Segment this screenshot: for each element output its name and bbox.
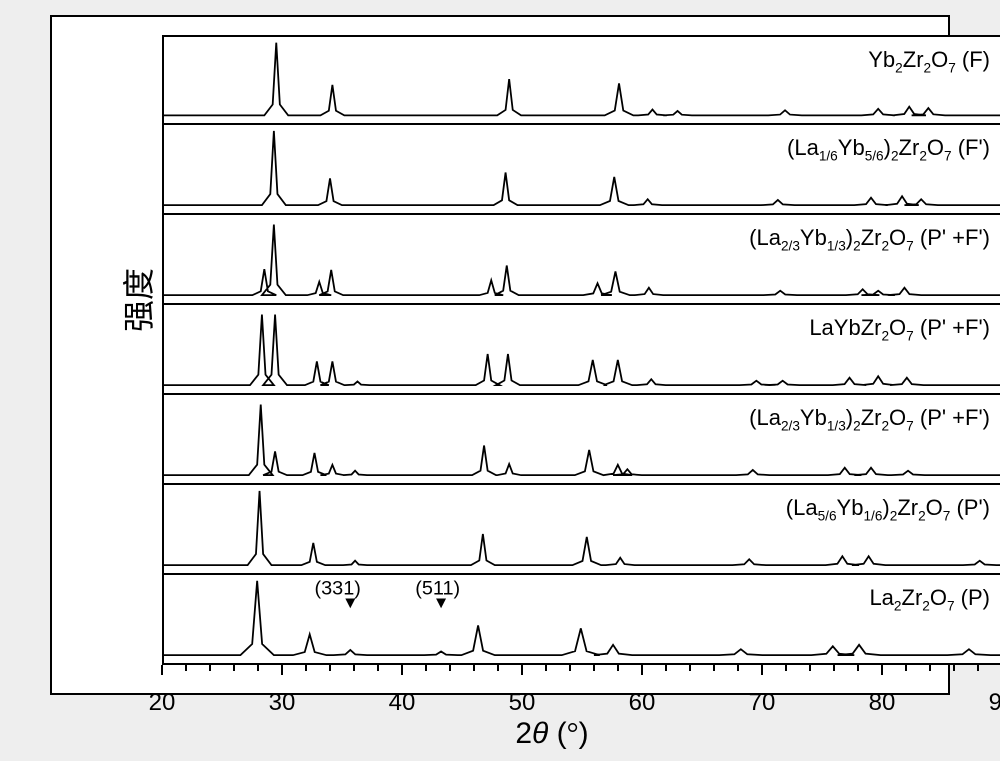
xtick-label: 90 xyxy=(989,689,1000,717)
xtick-mark-minor xyxy=(953,665,955,671)
xrd-panel-stack: Yb2Zr2O7 (F) (La1/6Yb5/6)2Zr2O7 (F') (La2/… xyxy=(162,35,1000,665)
panel-label: (La2/3Yb1/3)2Zr2O7 (P' +F') xyxy=(749,225,990,253)
xrd-panel: (La2/3Yb1/3)2Zr2O7 (P' +F') xyxy=(162,395,1000,485)
xtick-mark xyxy=(881,665,883,675)
xtick-mark-minor xyxy=(545,665,547,671)
xtick-label: 40 xyxy=(389,689,416,717)
panel-label: (La1/6Yb5/6)2Zr2O7 (F') xyxy=(787,135,990,163)
xtick-label: 30 xyxy=(269,689,296,717)
xrd-panel: (331) (511) La2Zr2O7 (P) xyxy=(162,575,1000,665)
xtick-mark-minor xyxy=(185,665,187,671)
xtick-mark-minor xyxy=(689,665,691,671)
xtick-mark-minor xyxy=(257,665,259,671)
xtick-label: 50 xyxy=(509,689,536,717)
xtick-mark xyxy=(761,665,763,675)
panel-label: La2Zr2O7 (P) xyxy=(869,585,990,613)
panel-label: Yb2Zr2O7 (F) xyxy=(868,47,990,75)
xtick-mark-minor xyxy=(857,665,859,671)
xrd-panel: (La5/6Yb1/6)2Zr2O7 (P') xyxy=(162,485,1000,575)
x-axis-label: 2θ (°) xyxy=(52,717,1000,751)
xtick-mark-minor xyxy=(905,665,907,671)
xtick-mark xyxy=(401,665,403,675)
xtick-mark-minor xyxy=(233,665,235,671)
xtick-mark-minor xyxy=(353,665,355,671)
xtick-label: 70 xyxy=(749,689,776,717)
xrd-panel: LaYbZr2O7 (P' +F') xyxy=(162,305,1000,395)
y-axis-label: 强度 xyxy=(114,268,160,332)
xtick-mark-minor xyxy=(833,665,835,671)
xtick-mark-minor xyxy=(209,665,211,671)
xtick-mark xyxy=(521,665,523,675)
xtick-mark-minor xyxy=(425,665,427,671)
xtick-label: 60 xyxy=(629,689,656,717)
svg-text:(331): (331) xyxy=(314,578,360,600)
xtick-mark xyxy=(641,665,643,675)
panel-label: (La5/6Yb1/6)2Zr2O7 (P') xyxy=(786,495,990,523)
panel-label: (La2/3Yb1/3)2Zr2O7 (P' +F') xyxy=(749,405,990,433)
xtick-mark-minor xyxy=(737,665,739,671)
xtick-mark-minor xyxy=(929,665,931,671)
xtick-mark-minor xyxy=(593,665,595,671)
xrd-panel: (La1/6Yb5/6)2Zr2O7 (F') xyxy=(162,125,1000,215)
xtick-mark-minor xyxy=(785,665,787,671)
x-axis-ticks: 2030405060708090 xyxy=(162,665,1000,715)
xtick-mark xyxy=(281,665,283,675)
xtick-mark-minor xyxy=(617,665,619,671)
xtick-mark-minor xyxy=(377,665,379,671)
xtick-mark-minor xyxy=(305,665,307,671)
figure-frame: 强度 Yb2Zr2O7 (F)(La1/6Yb5/6)2Zr2O7 (F')(L… xyxy=(50,15,950,695)
figure-outer: 强度 Yb2Zr2O7 (F) (La1/6Yb5/6)2Zr2O7 (F') (L… xyxy=(0,0,1000,761)
panel-label: LaYbZr2O7 (P' +F') xyxy=(809,315,990,343)
svg-text:(511): (511) xyxy=(415,578,460,600)
xtick-mark-minor xyxy=(569,665,571,671)
xtick-mark-minor xyxy=(977,665,979,671)
xtick-label: 80 xyxy=(869,689,896,717)
xtick-mark-minor xyxy=(665,665,667,671)
xrd-panel: Yb2Zr2O7 (F) xyxy=(162,35,1000,125)
xtick-mark-minor xyxy=(713,665,715,671)
xtick-mark-minor xyxy=(809,665,811,671)
xtick-mark xyxy=(161,665,163,675)
xtick-mark-minor xyxy=(449,665,451,671)
xtick-label: 20 xyxy=(149,689,176,717)
xrd-panel: (La2/3Yb1/3)2Zr2O7 (P' +F') xyxy=(162,215,1000,305)
xtick-mark-minor xyxy=(497,665,499,671)
xtick-mark-minor xyxy=(473,665,475,671)
xtick-mark-minor xyxy=(329,665,331,671)
